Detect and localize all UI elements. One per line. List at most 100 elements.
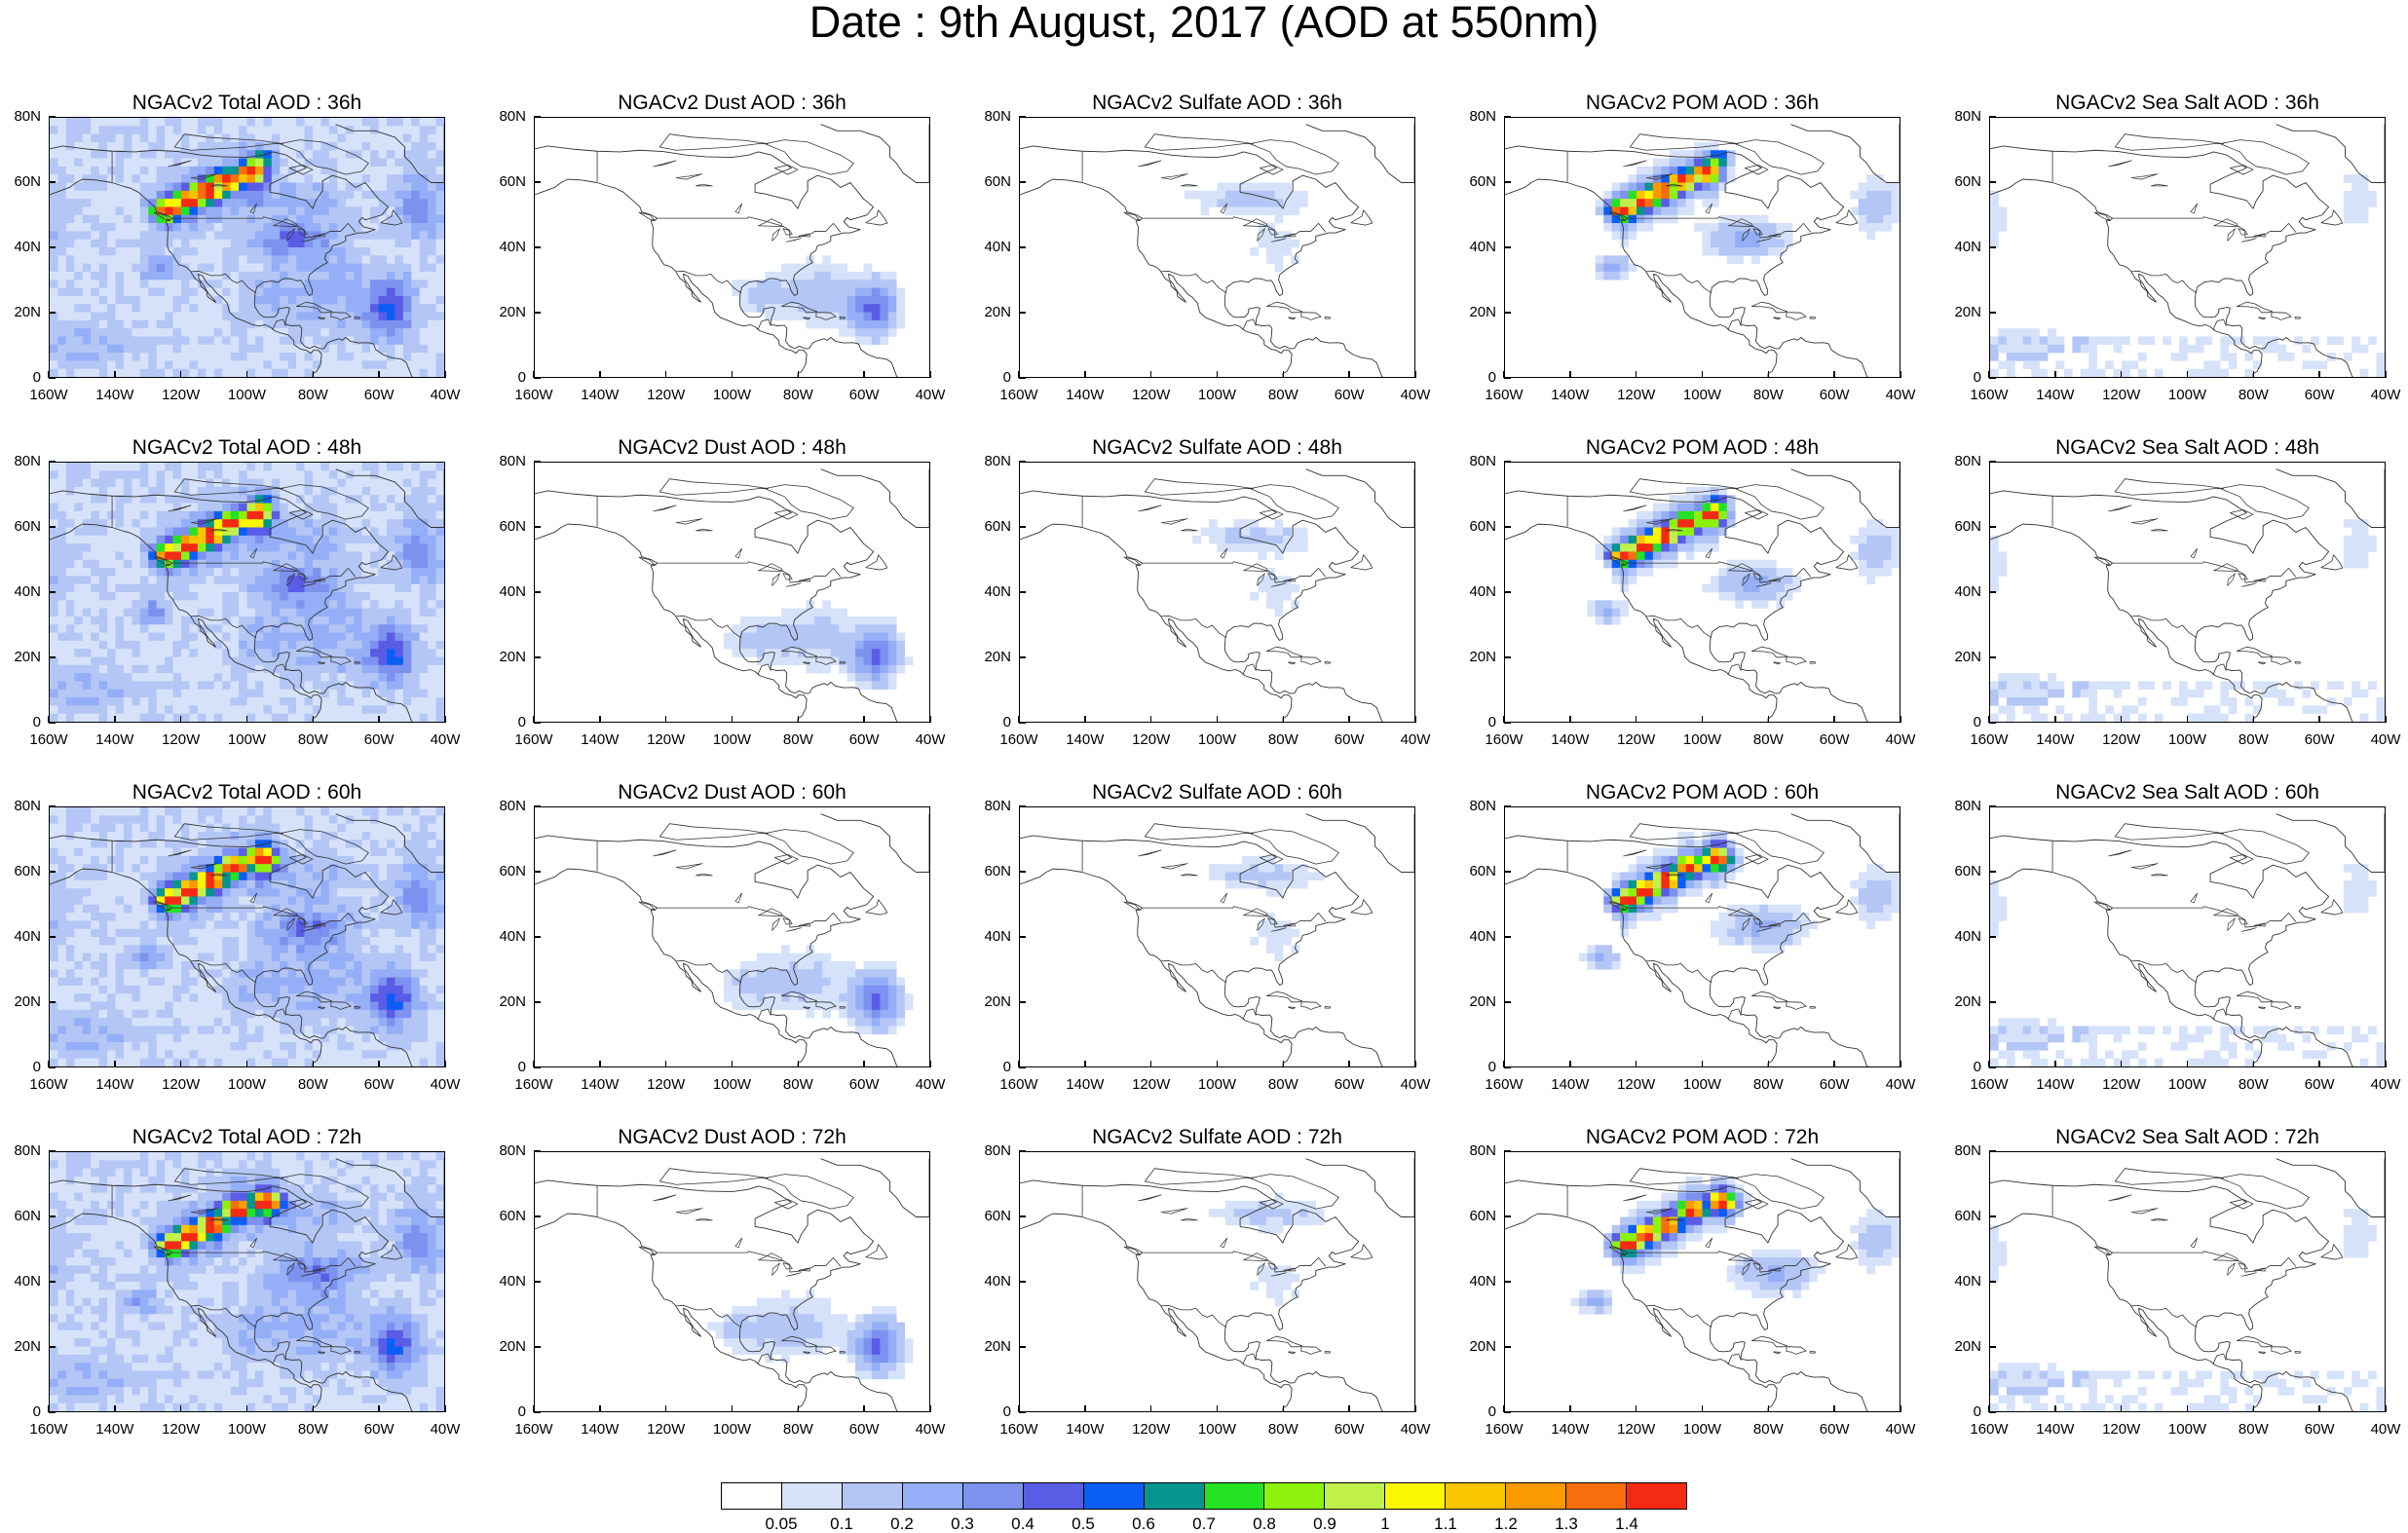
aod-cell	[132, 697, 140, 706]
aod-cell	[403, 313, 412, 321]
aod-cell	[1727, 504, 1736, 512]
aod-cell	[403, 690, 412, 698]
aod-cell	[420, 592, 429, 601]
aod-cell	[337, 215, 346, 224]
aod-cell	[2229, 360, 2238, 369]
aod-cell	[880, 624, 888, 633]
aod-cell	[370, 609, 379, 617]
aod-cell	[165, 673, 173, 682]
aod-cell	[387, 255, 395, 264]
aod-cell	[288, 288, 297, 297]
aod-cell	[1192, 191, 1201, 200]
coastline-island	[2259, 662, 2266, 664]
aod-cell	[411, 215, 420, 224]
aod-cell	[403, 609, 412, 617]
aod-cell	[337, 191, 346, 200]
aod-map	[535, 463, 929, 722]
aod-cell	[255, 320, 264, 329]
aod-cell	[74, 543, 83, 552]
aod-cell	[74, 815, 83, 824]
aod-cell	[57, 150, 66, 159]
aod-cell	[313, 697, 321, 706]
aod-cell	[115, 328, 124, 337]
aod-cell	[420, 624, 429, 633]
aod-cell	[288, 118, 297, 127]
country-border	[2131, 616, 2197, 638]
aod-cell	[66, 824, 75, 833]
aod-cell	[66, 690, 75, 698]
aod-cell	[124, 536, 132, 544]
aod-cell	[222, 247, 231, 256]
aod-cell	[1275, 600, 1284, 609]
aod-cell	[1718, 487, 1727, 496]
aod-cell	[370, 807, 379, 816]
aod-cell	[288, 206, 297, 215]
aod-cell	[148, 150, 157, 159]
aod-cell	[1670, 174, 1678, 183]
x-tick-label: 140W	[1061, 732, 1110, 748]
aod-cell	[346, 560, 355, 569]
aod-cell	[99, 167, 108, 175]
y-tick	[49, 526, 56, 528]
aod-cell	[124, 649, 132, 657]
aod-cell	[855, 649, 864, 657]
aod-cell	[2114, 690, 2123, 698]
aod-cell	[288, 280, 297, 288]
aod-cell	[157, 633, 166, 642]
aod-cell	[1225, 543, 1234, 552]
aod-cell	[436, 288, 444, 297]
aod-cell	[2360, 543, 2369, 552]
aod-cell	[320, 353, 329, 361]
aod-cell	[198, 328, 207, 337]
x-tick	[1636, 371, 1637, 378]
aod-cell	[66, 568, 75, 577]
aod-cell	[124, 832, 132, 841]
aod-cell	[2368, 191, 2377, 200]
aod-cell	[847, 288, 856, 297]
aod-cell	[124, 142, 132, 151]
aod-cell	[2007, 697, 2015, 706]
aod-cell	[781, 288, 790, 297]
aod-cell	[296, 697, 305, 706]
x-tick-label: 160W	[509, 732, 558, 748]
aod-cell	[320, 697, 329, 706]
x-tick	[444, 371, 446, 378]
aod-cell	[181, 304, 190, 313]
aod-cell	[354, 519, 362, 528]
aod-cell	[272, 304, 281, 313]
aod-cell	[1670, 215, 1678, 224]
aod-cell	[436, 576, 444, 584]
aod-cell	[140, 280, 149, 288]
aod-cell	[1620, 528, 1629, 537]
aod-cell	[403, 600, 412, 609]
aod-cell	[1629, 519, 1637, 528]
aod-cell	[888, 328, 897, 337]
aod-cell	[181, 519, 190, 528]
aod-cell	[214, 320, 223, 329]
aod-cell	[436, 832, 444, 841]
aod-cell	[148, 609, 157, 617]
x-tick	[1900, 716, 1901, 723]
aod-cell	[124, 568, 132, 577]
aod-cell	[436, 360, 444, 369]
aod-cell	[855, 657, 864, 666]
aod-cell	[132, 231, 140, 240]
y-tick	[1989, 526, 1996, 528]
aod-cell	[107, 126, 116, 134]
aod-cell	[99, 495, 108, 504]
aod-cell	[107, 600, 116, 609]
aod-cell	[831, 264, 840, 273]
y-tick	[534, 246, 541, 248]
aod-cell	[57, 118, 66, 127]
aod-cell	[115, 255, 124, 264]
aod-cell	[66, 313, 75, 321]
aod-cell	[189, 118, 198, 127]
aod-cell	[387, 191, 395, 200]
aod-cell	[354, 296, 362, 305]
aod-cell	[320, 223, 329, 232]
aod-cell	[847, 617, 856, 625]
aod-cell	[74, 159, 83, 168]
aod-cell	[1637, 215, 1645, 224]
aod-cell	[880, 288, 888, 297]
aod-cell	[91, 264, 99, 273]
